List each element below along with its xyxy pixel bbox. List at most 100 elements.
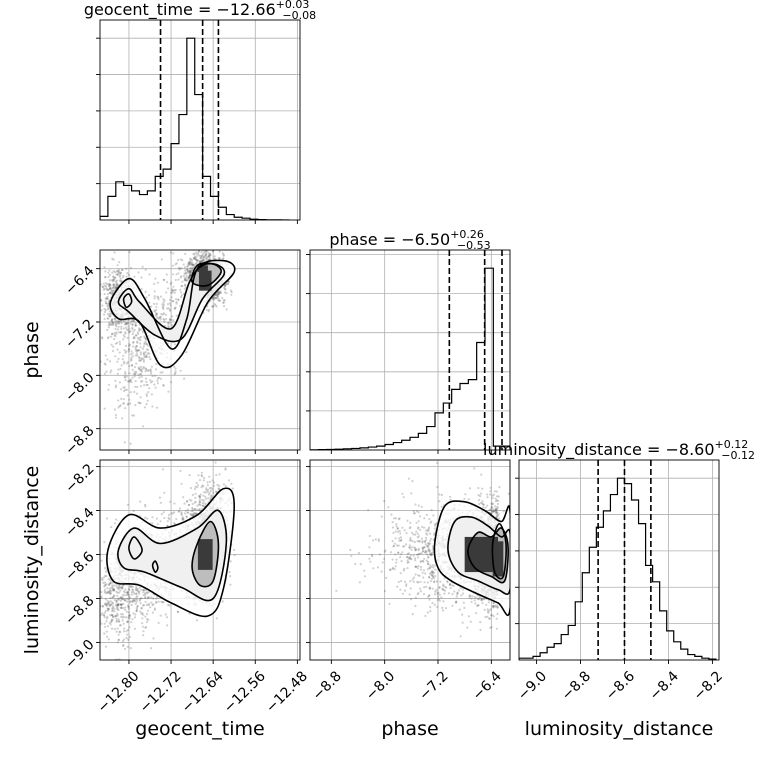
sample-point [142, 630, 145, 633]
sample-point [134, 372, 137, 375]
sample-point [131, 363, 134, 367]
sample-point [185, 515, 188, 518]
sample-point [151, 603, 154, 607]
sample-point [115, 282, 118, 285]
sample-point [113, 285, 116, 288]
sample-point [141, 380, 144, 383]
sample-point [202, 246, 204, 248]
sample-point [197, 494, 200, 498]
sample-point [204, 257, 207, 260]
sample-point [168, 517, 171, 521]
sample-point [120, 321, 123, 325]
sample-point [195, 619, 199, 622]
sample-point [100, 591, 103, 594]
sample-point [139, 351, 142, 354]
sample-point [118, 405, 121, 408]
sample-point [115, 617, 118, 620]
sample-point [144, 503, 147, 506]
sample-point [215, 293, 218, 297]
panel-title-luminosity_distance: luminosity_distance = −8.60+0.12 −0.12 [483, 438, 755, 462]
sample-point [119, 331, 122, 334]
sample-point [116, 627, 119, 630]
sample-point [197, 259, 200, 262]
sample-point [208, 491, 211, 494]
sample-point [187, 276, 190, 279]
sample-point [133, 390, 136, 394]
sample-point [135, 334, 138, 337]
sample-point [187, 263, 190, 266]
sample-point [182, 496, 185, 499]
sample-point [218, 292, 221, 295]
sample-point [194, 511, 197, 514]
scatter-clip [100, 461, 236, 660]
sample-point [96, 299, 98, 301]
sample-point [117, 283, 120, 286]
sample-point [198, 502, 201, 505]
sample-point [130, 381, 133, 384]
sample-point [123, 627, 126, 630]
sample-point [128, 380, 131, 383]
sample-point [124, 372, 127, 375]
sample-point [117, 638, 120, 641]
sample-point [138, 592, 141, 595]
sample-point [137, 373, 140, 376]
sample-point [224, 288, 227, 291]
sample-point [122, 327, 125, 330]
sample-point [144, 600, 147, 604]
sample-point [180, 295, 183, 299]
sample-point [172, 319, 175, 322]
sample-point [135, 370, 138, 374]
sample-point [169, 251, 172, 254]
sample-point [182, 274, 185, 277]
sample-point [202, 485, 205, 488]
sample-point [170, 229, 172, 231]
sample-point [111, 332, 114, 335]
sample-point [189, 270, 192, 273]
sample-point [145, 368, 148, 371]
sample-point [175, 314, 178, 317]
sample-point [160, 600, 163, 603]
sample-point [211, 488, 214, 491]
sample-point [106, 591, 109, 594]
sample-point [168, 318, 171, 321]
sample-point [160, 258, 163, 261]
sample-point [127, 331, 130, 334]
sample-point [142, 589, 145, 592]
sample-point [109, 287, 112, 290]
sample-point [217, 257, 220, 260]
sample-point [102, 282, 105, 285]
sample-point [119, 586, 122, 589]
sample-point [154, 277, 157, 280]
sample-point [127, 628, 130, 632]
sample-point [117, 598, 121, 601]
sample-point [121, 597, 124, 601]
sample-point [104, 276, 107, 279]
sample-point [192, 512, 196, 515]
sample-point [103, 616, 106, 619]
sample-point [119, 274, 122, 277]
sample-point [188, 498, 191, 501]
sample-point [112, 275, 115, 278]
sample-point [132, 591, 135, 594]
sample-point [212, 491, 215, 494]
sample-point [183, 287, 186, 290]
sample-point [106, 317, 109, 320]
sample-point [190, 513, 193, 517]
sample-point [147, 369, 150, 372]
sample-point [98, 315, 100, 317]
sample-point [118, 586, 121, 589]
sample-point [173, 373, 176, 376]
sample-point [192, 513, 195, 516]
sample-point [128, 635, 131, 639]
sample-point [117, 320, 120, 323]
sample-point [128, 380, 131, 383]
sample-point [109, 589, 112, 592]
sample-point [110, 290, 113, 293]
sample-point [103, 313, 106, 316]
sample-point [211, 305, 214, 308]
sample-point [169, 309, 172, 312]
sample-point [200, 255, 203, 258]
sample-point [142, 345, 145, 348]
sample-point [104, 270, 107, 273]
sample-point [109, 592, 112, 595]
